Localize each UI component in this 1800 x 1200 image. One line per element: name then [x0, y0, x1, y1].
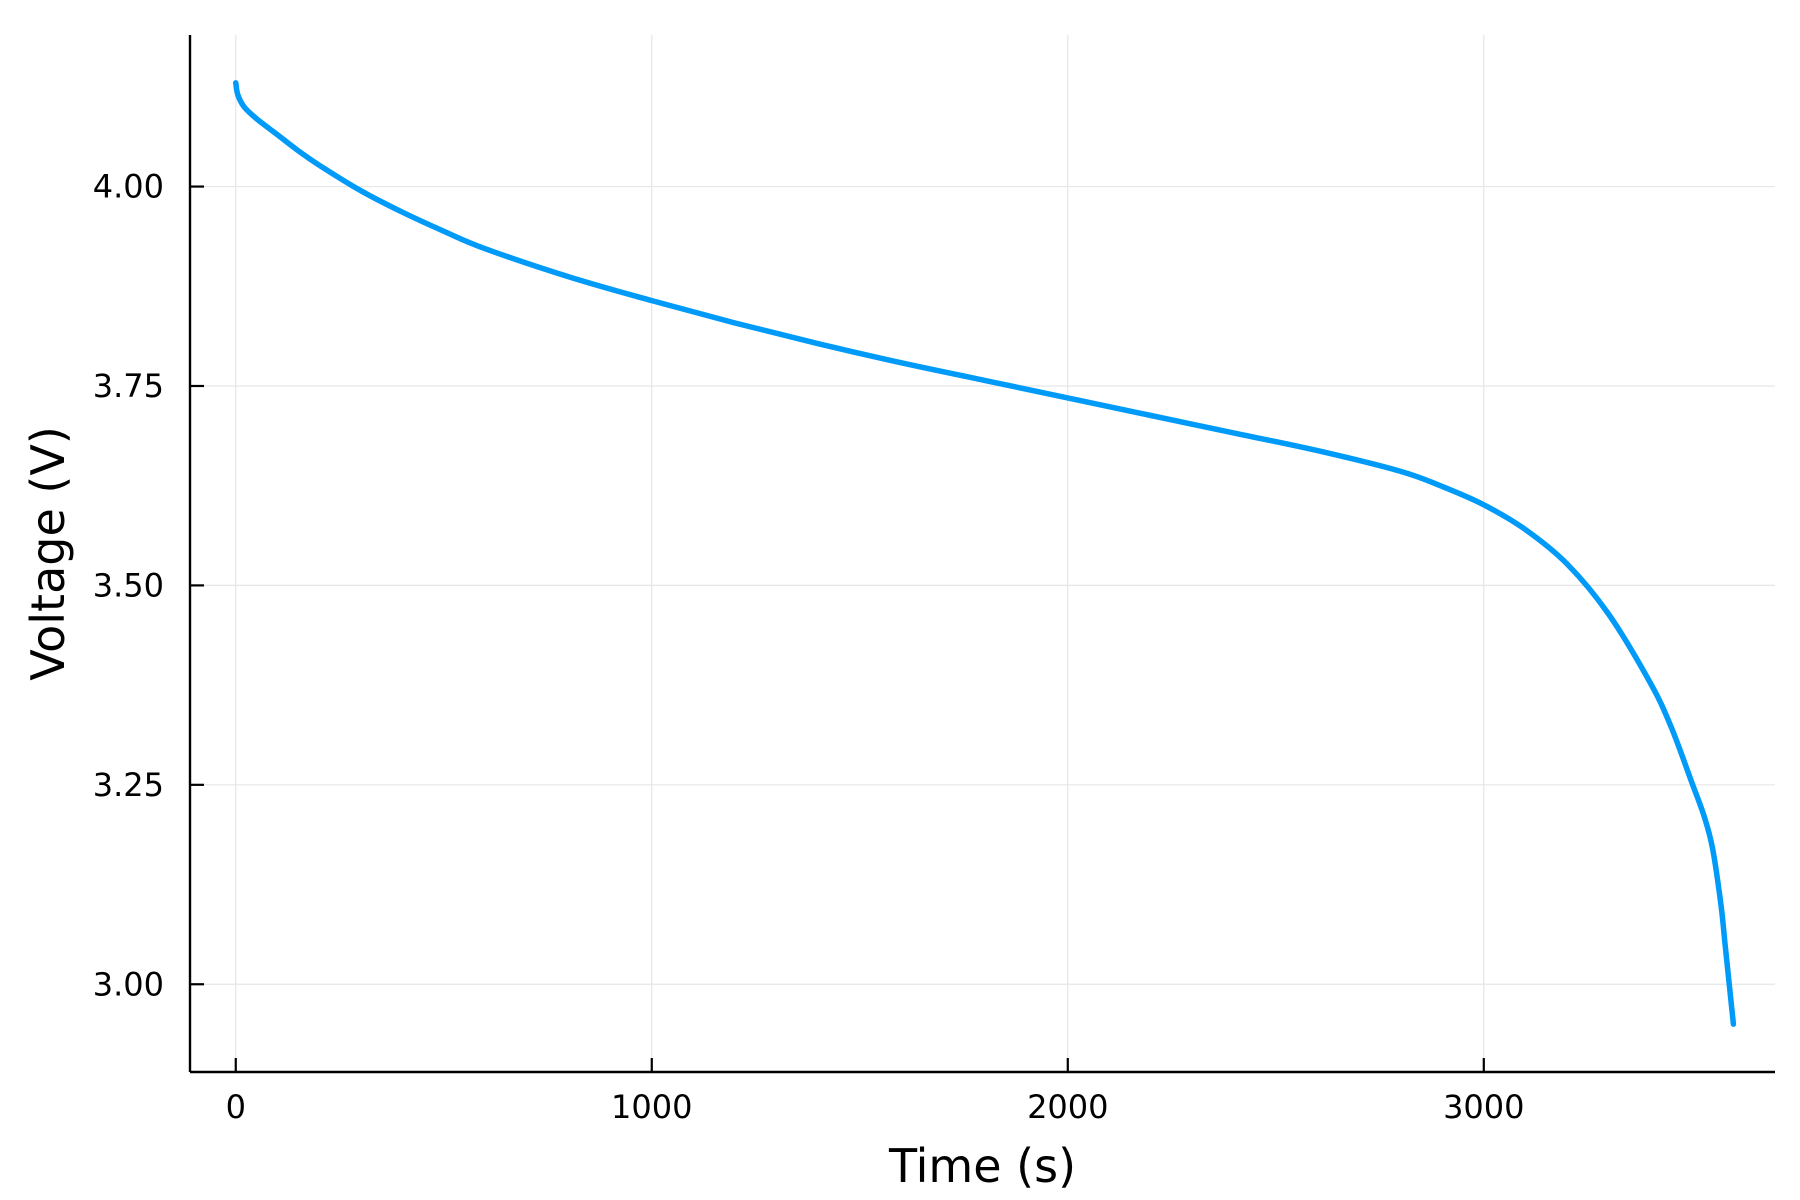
- x-axis-title: Time (s): [888, 1139, 1076, 1193]
- y-tick-label: 4.00: [93, 168, 164, 206]
- y-axis-title: Voltage (V): [21, 426, 75, 681]
- x-tick-label: 0: [226, 1088, 246, 1126]
- y-tick-label: 3.00: [93, 965, 164, 1003]
- x-tick-label: 3000: [1443, 1088, 1524, 1126]
- voltage-series-line: [233, 80, 1737, 1027]
- y-tick-label: 3.75: [93, 367, 164, 405]
- x-tick-label: 1000: [611, 1088, 692, 1126]
- x-tick-label: 2000: [1027, 1088, 1108, 1126]
- y-tick-label: 3.50: [93, 566, 164, 604]
- axes: [188, 35, 1775, 1074]
- ticks: 0 1000 2000 3000 3.00 3.25 3.50 3.75 4.00: [93, 168, 1525, 1126]
- y-tick-label: 3.25: [93, 766, 164, 804]
- grid: [190, 35, 1775, 1072]
- series-layer: [233, 80, 1737, 1027]
